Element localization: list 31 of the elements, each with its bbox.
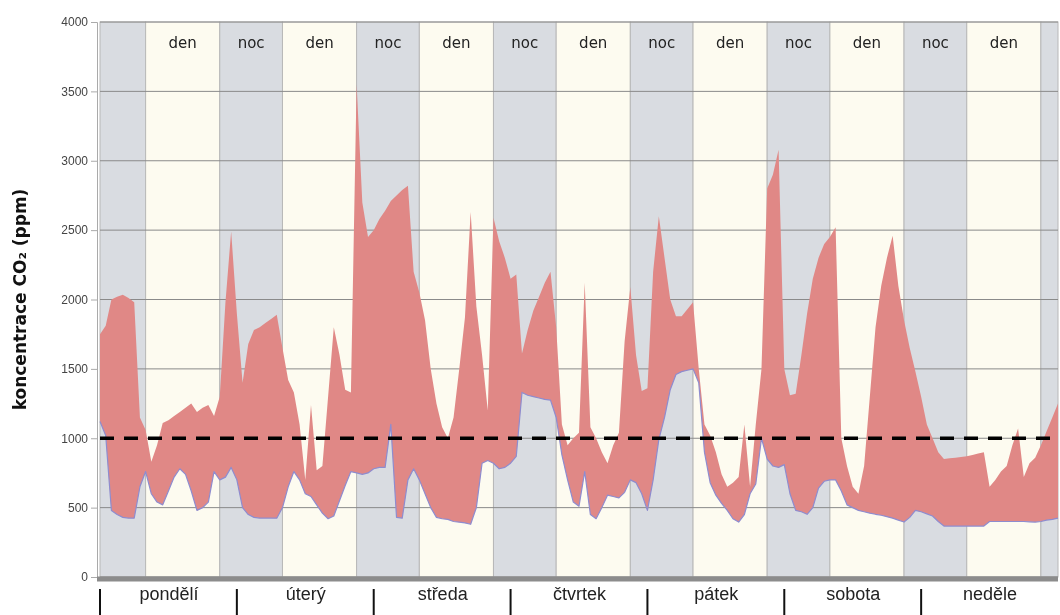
y-axis-title: koncentrace CO₂ (ppm) [10, 188, 30, 411]
annotation: den [305, 34, 334, 52]
annotation: noc [785, 34, 813, 52]
annotation: den [715, 34, 745, 52]
x-tick-label: čtvrtek [552, 584, 607, 605]
x-tick-label: pátek [694, 584, 740, 605]
annotation: den [579, 34, 608, 52]
x-tick-label: středa [417, 584, 469, 605]
y-tick-label: 0 [81, 570, 89, 585]
annotation: den [989, 34, 1018, 52]
annotation: noc [921, 34, 949, 52]
annotation: den [442, 34, 471, 52]
y-tick-label: 2000 [61, 292, 89, 307]
x-tick-label: pondělí [139, 584, 199, 605]
annotation: noc [511, 34, 539, 52]
annotation: noc [648, 34, 676, 52]
y-tick-label: 3000 [61, 154, 89, 169]
y-tick-label: 1500 [61, 362, 89, 377]
x-tick-label: úterý [285, 584, 326, 605]
line-series [99, 368, 1059, 527]
annotation: den [852, 34, 882, 52]
annotation: noc [374, 34, 402, 52]
y-tick-label: 3500 [61, 84, 89, 99]
x-tick-label: neděle [963, 584, 1018, 605]
y-tick-label: 4000 [61, 15, 89, 30]
annotation: noc [237, 34, 265, 52]
y-tick-label: 1000 [61, 431, 89, 446]
annotation: den [168, 34, 197, 52]
y-tick-label: 500 [67, 500, 89, 515]
y-tick-label: 2500 [61, 223, 89, 238]
x-tick-label: sobota [826, 584, 882, 605]
